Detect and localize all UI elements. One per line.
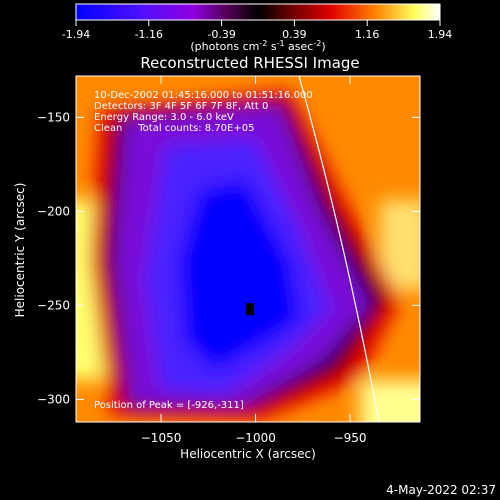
- colorbar-tick-label: -1.94: [62, 28, 90, 41]
- solar-limb: [298, 76, 380, 422]
- y-axis-tick-label: −200: [37, 204, 70, 218]
- y-axis-label: Heliocentric Y (arcsec): [13, 183, 27, 318]
- heatmap-image: [76, 76, 420, 422]
- colorbar-ticks: [75, 20, 441, 26]
- colorbar-units: (photons cm-2 s-1 asec-2): [190, 39, 325, 53]
- peak-marker: [245, 303, 254, 316]
- x-axis-tick-label: −950: [334, 431, 367, 445]
- colorbar-tick-label: 1.16: [355, 28, 380, 41]
- annotation-detectors: Detectors: 3F 4F 5F 6F 7F 8F, Att 0: [94, 101, 268, 112]
- colorbar-gradient: [75, 3, 441, 21]
- peak-position-label: Position of Peak = [-926,-311]: [94, 400, 244, 411]
- x-axis-ticks: −1050 −1000 −950: [141, 76, 367, 445]
- colorbar-tick-label: -0.39: [207, 28, 235, 41]
- y-axis-ticks: −150 −200 −250 −300: [37, 110, 420, 406]
- colorbar: -1.94 -1.16 -0.39 0.39 1.16 1.94 (photon…: [62, 3, 453, 53]
- x-axis-label: Heliocentric X (arcsec): [180, 447, 316, 461]
- annotation-time: 10-Dec-2002 01:45:16.000 to 01:51:16.000: [94, 90, 313, 101]
- y-axis-tick-label: −150: [37, 110, 70, 124]
- annotation-energy: Energy Range: 3.0 - 6.0 keV: [94, 112, 234, 123]
- y-axis-tick-label: −250: [37, 298, 70, 312]
- chart-title: Reconstructed RHESSI Image: [140, 54, 359, 72]
- colorbar-tick-label: -1.16: [135, 28, 163, 41]
- annotation-counts: Clean Total counts: 8.70E+05: [94, 123, 254, 134]
- colorbar-tick-label: 0.39: [282, 28, 307, 41]
- y-axis-tick-label: −300: [37, 392, 70, 406]
- x-axis-tick-label: −1050: [141, 431, 182, 445]
- x-axis-tick-label: −1000: [235, 431, 276, 445]
- plot-frame: [75, 75, 421, 423]
- footer-timestamp: 4-May-2022 02:37: [386, 483, 496, 497]
- colorbar-tick-label: 1.94: [428, 28, 453, 41]
